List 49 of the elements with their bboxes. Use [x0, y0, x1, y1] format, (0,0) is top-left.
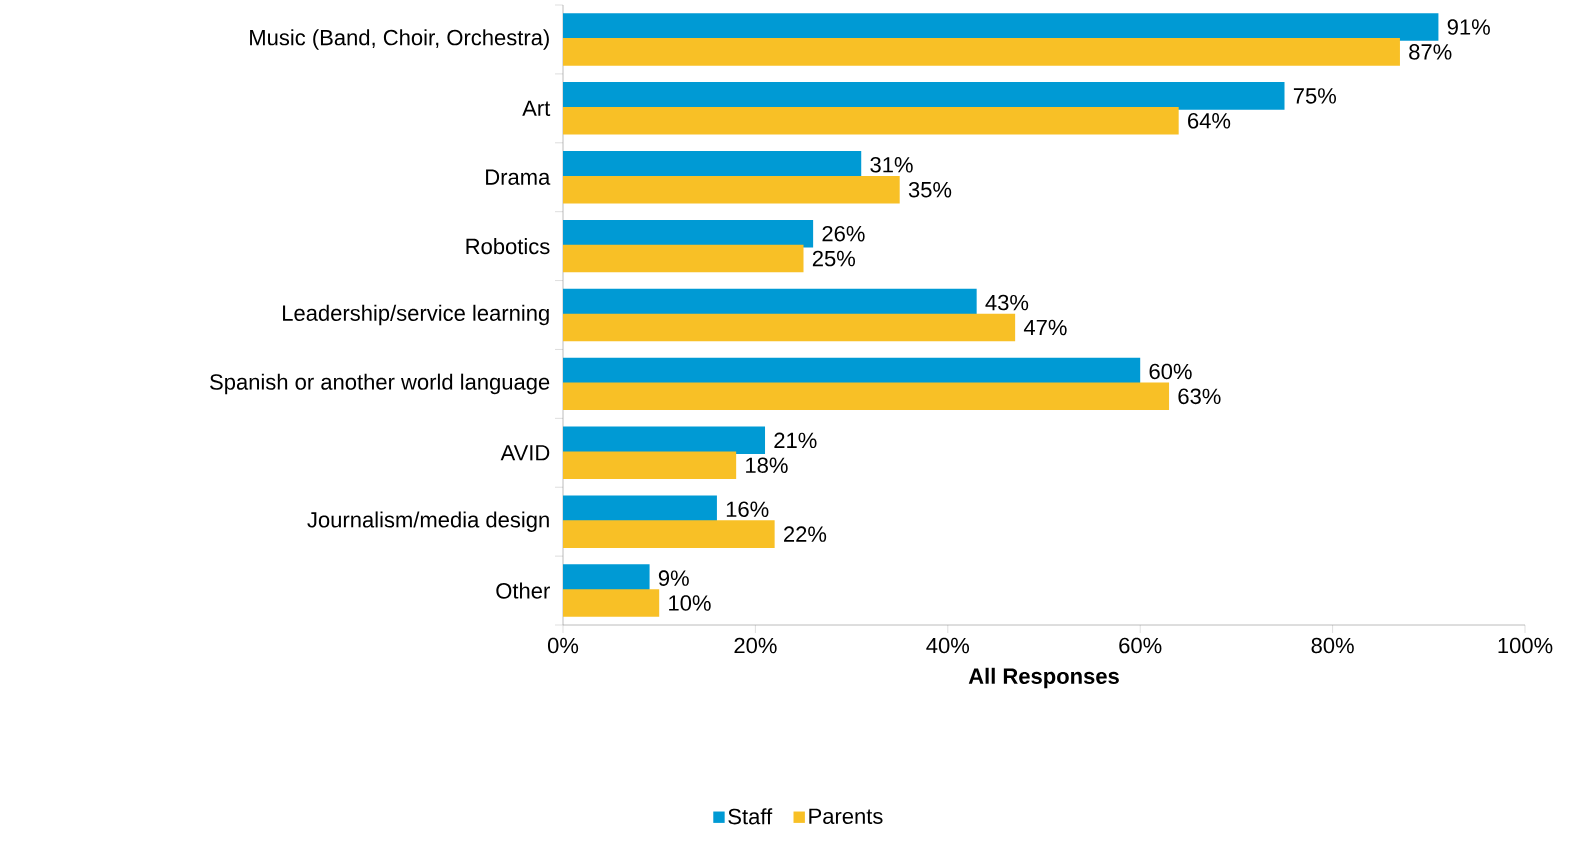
data-label: 43%	[985, 294, 1029, 311]
legend-label: Staff	[728, 808, 773, 825]
y-tick-label: Spanish or another world language	[210, 373, 550, 395]
bar	[563, 589, 660, 617]
y-tick-label: Drama	[486, 169, 551, 185]
y-tick-label: Journalism/media design	[307, 511, 549, 532]
x-tick-label: 40%	[926, 637, 970, 654]
bar	[563, 38, 1400, 66]
data-label: 91%	[1447, 19, 1490, 35]
x-tick-label: 60%	[1119, 637, 1162, 654]
bar	[563, 288, 977, 317]
data-label: 9%	[658, 570, 689, 586]
bar	[563, 382, 1170, 411]
bar	[563, 313, 1016, 342]
y-tick-label: AVID	[500, 445, 550, 461]
bar	[563, 82, 1285, 110]
data-label: 16%	[726, 501, 769, 518]
bar	[563, 244, 804, 273]
x-axis-title: All Responses	[968, 667, 1119, 689]
data-label: 25%	[812, 250, 856, 267]
data-label: 22%	[784, 526, 827, 542]
data-label: 18%	[746, 457, 788, 474]
bar	[563, 219, 814, 248]
x-tick-label: 20%	[734, 637, 777, 654]
x-tick-label: 80%	[1311, 637, 1354, 654]
data-label: 47%	[1023, 319, 1067, 336]
y-tick-label: Robotics	[466, 238, 550, 255]
data-label: 63%	[1178, 388, 1221, 405]
bar	[563, 107, 1179, 135]
data-label: 21%	[774, 432, 817, 449]
bar	[563, 357, 1141, 386]
bar	[563, 520, 775, 548]
x-tick-label: 100%	[1498, 637, 1553, 654]
y-tick-label: Art	[522, 100, 551, 116]
legend-label: Parents	[809, 808, 883, 824]
data-label: 75%	[1293, 88, 1337, 104]
y-tick-label: Leadership/service learning	[283, 304, 549, 326]
data-label: 64%	[1188, 112, 1231, 129]
y-tick-label: Music (Band, Choir, Orchestra)	[250, 29, 549, 50]
data-label: 10%	[669, 595, 711, 611]
data-label: 60%	[1149, 363, 1192, 380]
bar	[563, 175, 900, 204]
data-label: 35%	[908, 181, 952, 198]
bar	[563, 451, 737, 480]
y-tick-label: Other	[496, 582, 550, 599]
x-tick-label: 0%	[547, 637, 579, 654]
data-label: 87%	[1409, 44, 1452, 60]
data-label: 26%	[822, 225, 865, 242]
data-label: 31%	[870, 156, 913, 173]
